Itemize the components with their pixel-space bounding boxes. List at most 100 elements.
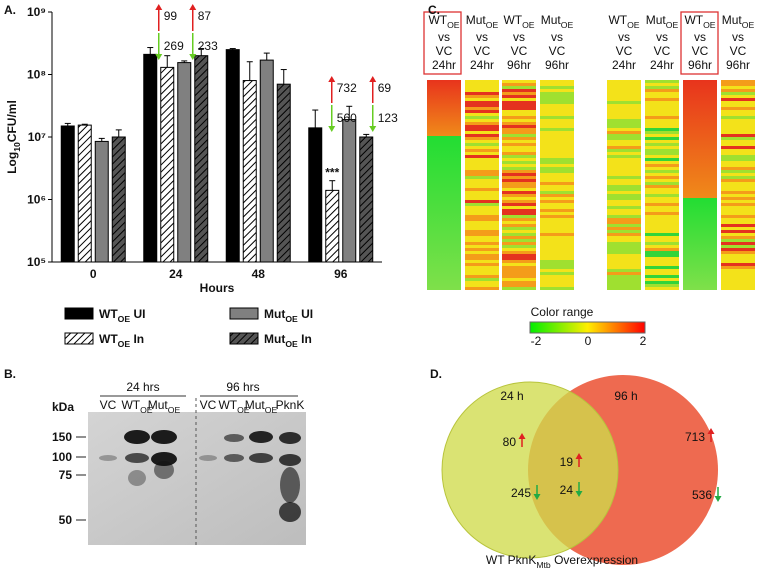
heatmap-stripe: [721, 209, 755, 212]
heatmap-stripe: [540, 164, 574, 167]
heatmap-stripe: [540, 278, 574, 281]
heatmap-stripe: [721, 161, 755, 164]
text-part: OE: [265, 405, 278, 415]
heatmap-stripe: [502, 239, 536, 242]
heatmap-stripe: [721, 272, 755, 275]
venn-count: 245: [511, 486, 531, 500]
text-part: Mut: [646, 13, 667, 27]
heatmap-stripe: [540, 197, 574, 200]
heatmap-stripe: [721, 251, 755, 254]
heatmap-stripe: [540, 188, 574, 191]
arrow-head: [369, 76, 377, 82]
heatmap-stripe: [645, 260, 679, 263]
heatmap-stripe: [607, 206, 641, 209]
heatmap-stripe: [465, 134, 499, 137]
heatmap-stripe: [645, 269, 679, 272]
heatmap-stripe: [502, 236, 536, 239]
heatmap-header: WTOE: [608, 13, 639, 30]
heatmap-stripe: [540, 140, 574, 143]
heatmap-stripe: [502, 260, 536, 263]
heatmap-stripe: [607, 131, 641, 134]
heatmap-stripe: [645, 242, 679, 245]
heatmap-stripe: [645, 248, 679, 251]
heatmap-stripe: [645, 125, 679, 128]
text-part: Mut: [722, 13, 743, 27]
heatmap-stripe: [645, 185, 679, 188]
blot-band: [279, 454, 301, 466]
annotation-down: 269: [164, 39, 184, 53]
heatmap-stripe: [721, 131, 755, 134]
heatmap-stripe: [465, 209, 499, 212]
heatmap-stripe: [645, 107, 679, 110]
text-part: OE: [627, 20, 640, 30]
heatmap-stripe: [502, 116, 536, 119]
heatmap-header: VC: [692, 44, 709, 58]
heatmap-stripe: [607, 275, 641, 278]
bar: [259, 59, 274, 263]
heatmap-stripe: [465, 248, 499, 251]
heatmap-stripe: [540, 239, 574, 242]
heatmap-stripe: [645, 143, 679, 146]
bar: [359, 136, 374, 263]
heatmap-stripe: [465, 119, 499, 122]
heatmap-stripe: [540, 251, 574, 254]
heatmap-stripe: [645, 110, 679, 113]
heatmap-stripe: [645, 251, 679, 254]
heatmap-stripe: [540, 287, 574, 290]
heatmap-stripe: [607, 176, 641, 179]
heatmap-stripe: [502, 191, 536, 194]
text-part: WT: [428, 13, 447, 27]
heatmap-stripe: [721, 236, 755, 239]
heatmap-stripe: [607, 197, 641, 200]
heatmap-block: [683, 198, 717, 290]
heatmap-stripe: [502, 224, 536, 227]
heatmap-stripe: [721, 116, 755, 119]
heatmap-stripe: [502, 245, 536, 248]
venn-set-label: 24 h: [500, 389, 523, 403]
heatmap-stripe: [607, 230, 641, 233]
color-range-tick: -2: [531, 334, 542, 348]
heatmap-stripe: [502, 83, 536, 86]
blot-group: 96 hrs: [226, 380, 259, 394]
heatmap-stripe: [540, 161, 574, 164]
heatmap-stripe: [607, 257, 641, 260]
text-part: WT: [99, 307, 118, 321]
marker-label: 150: [52, 430, 72, 444]
x-tick-label: 48: [252, 267, 266, 281]
blot-group: 24 hrs: [126, 380, 159, 394]
text-part: WT: [503, 13, 522, 27]
heatmap-stripe: [607, 221, 641, 224]
heatmap-header: VC: [474, 44, 491, 58]
heatmap-stripe: [540, 266, 574, 269]
arrow-head: [575, 491, 583, 497]
heatmap-stripe: [721, 113, 755, 116]
heatmap-stripe: [465, 260, 499, 263]
heatmap-stripe: [645, 206, 679, 209]
heatmap-stripe: [502, 95, 536, 98]
bar: [225, 49, 240, 263]
heatmap-stripe: [502, 104, 536, 107]
heatmap-stripe: [502, 284, 536, 287]
heatmap-stripe: [721, 203, 755, 206]
heatmap-stripe: [540, 143, 574, 146]
heatmap-stripe: [540, 185, 574, 188]
lane-label: VC: [200, 398, 217, 412]
heatmap-stripe: [721, 239, 755, 242]
heatmap-header: VC: [730, 44, 747, 58]
heatmap-stripe: [502, 197, 536, 200]
heatmap-stripe: [540, 206, 574, 209]
heatmap-stripe: [607, 152, 641, 155]
text-part: WT: [684, 13, 703, 27]
heatmap-stripe: [721, 275, 755, 278]
color-range-tick: 0: [585, 334, 592, 348]
heatmap-stripe: [607, 113, 641, 116]
text-part: WT: [99, 332, 118, 346]
heatmap-stripe: [607, 155, 641, 158]
blot-band: [124, 430, 150, 444]
heatmap-stripe: [721, 89, 755, 92]
heatmap-stripe: [540, 155, 574, 158]
heatmap-stripe: [465, 227, 499, 230]
heatmap-stripe: [607, 263, 641, 266]
heatmap-stripe: [645, 197, 679, 200]
heatmap-stripe: [721, 134, 755, 137]
